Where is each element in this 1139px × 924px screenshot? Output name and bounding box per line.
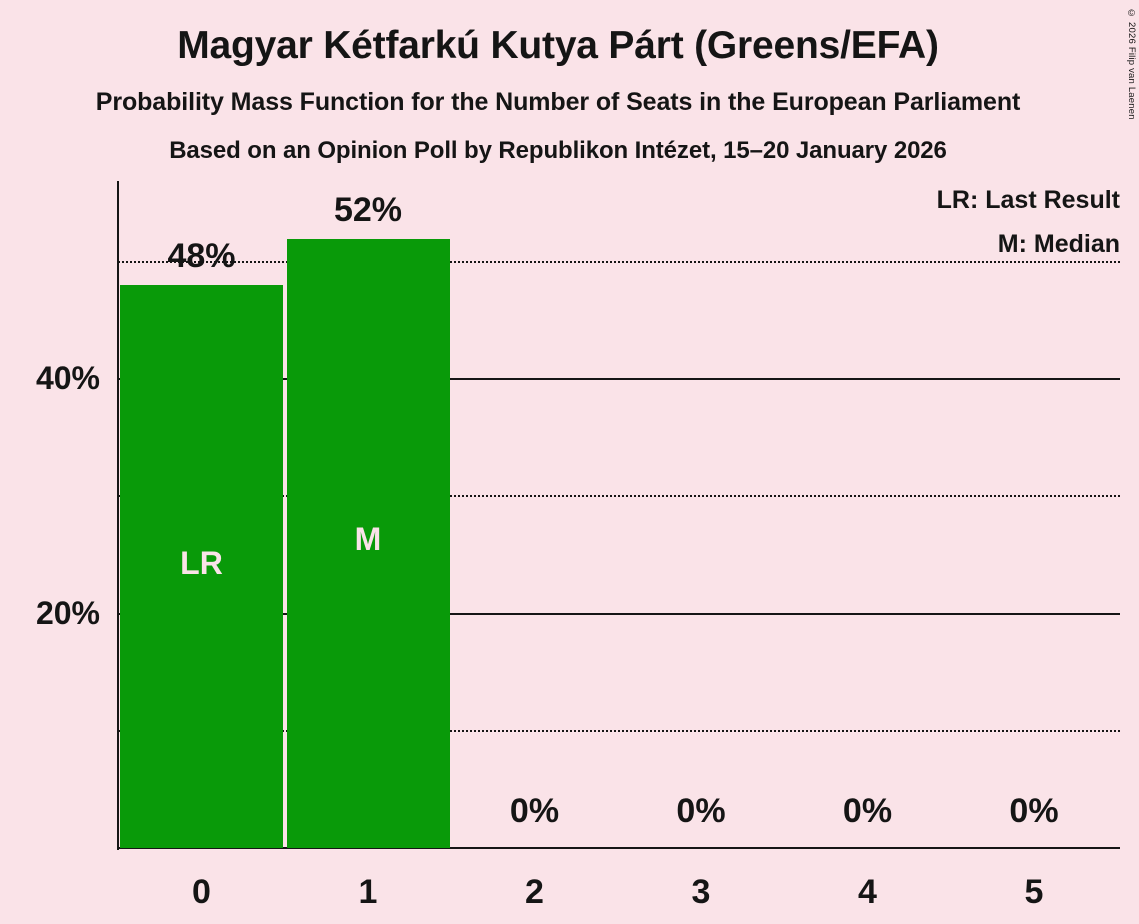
y-tick-label-40: 40% bbox=[35, 360, 100, 397]
x-tick-label-3: 3 bbox=[691, 873, 711, 911]
bar-value-label-2: 0% bbox=[509, 792, 560, 830]
bar-marker-lr: LR bbox=[180, 544, 223, 581]
bar-value-label-3: 0% bbox=[676, 792, 726, 830]
legend-last-result: LR: Last Result bbox=[936, 186, 1120, 214]
x-tick-label-5: 5 bbox=[1024, 873, 1044, 911]
bar-seats-0[interactable] bbox=[120, 285, 283, 848]
x-tick-label-0: 0 bbox=[192, 873, 211, 911]
gridline-30pct bbox=[118, 495, 1120, 498]
x-tick-label-4: 4 bbox=[858, 873, 877, 911]
legend-median: M: Median bbox=[997, 230, 1120, 258]
y-axis-line bbox=[117, 181, 119, 850]
bar-seats-1[interactable] bbox=[286, 238, 450, 848]
x-tick-label-1: 1 bbox=[358, 873, 378, 911]
page-title: Magyar Kétfarkú Kutya Párt (Greens/EFA) bbox=[177, 24, 939, 67]
bar-value-label-4: 0% bbox=[842, 792, 893, 830]
x-tick-label-2: 2 bbox=[525, 873, 544, 911]
chart-source-caption: Based on an Opinion Poll by Republikon I… bbox=[169, 137, 947, 164]
gridline-10pct bbox=[118, 729, 1120, 732]
gridline-50pct bbox=[118, 261, 1120, 263]
gridline-20pct bbox=[118, 612, 1120, 615]
gridline-40pct bbox=[118, 378, 1120, 381]
copyright-notice: © 2026 Filip van Laenen bbox=[1126, 8, 1137, 120]
chart-subtitle: Probability Mass Function for the Number… bbox=[95, 88, 1021, 116]
bar-marker-m: M bbox=[354, 521, 382, 558]
bar-value-label-0: 48% bbox=[167, 237, 236, 276]
bar-value-label-5: 0% bbox=[1009, 792, 1059, 830]
bar-value-label-1: 52% bbox=[333, 190, 403, 229]
x-axis-line bbox=[117, 847, 1120, 849]
y-tick-label-20: 20% bbox=[35, 594, 100, 631]
